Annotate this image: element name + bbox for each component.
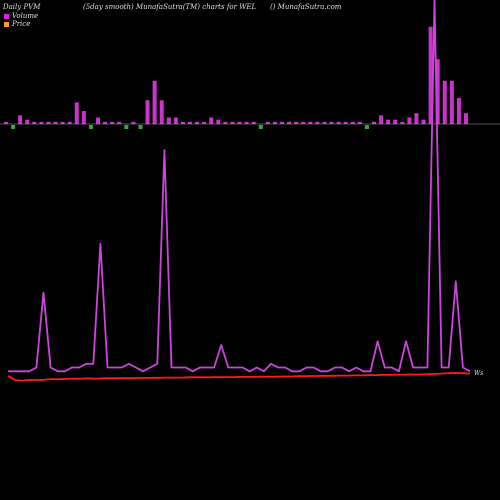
price-swatch — [3, 20, 10, 28]
volume-bar — [138, 125, 143, 129]
volume-bar — [244, 121, 249, 124]
volume-bar — [258, 125, 263, 129]
volume-bar — [329, 121, 334, 124]
volume-bar — [280, 121, 284, 124]
volume-bar — [39, 121, 44, 124]
volume-bar — [372, 121, 376, 124]
volume-bar — [11, 125, 16, 129]
volume-bar — [400, 121, 405, 124]
volume-bar — [166, 117, 171, 124]
volume-bar — [180, 121, 185, 124]
volume-bar — [442, 80, 447, 124]
volume-bar — [315, 121, 320, 124]
volume-bar — [117, 121, 122, 124]
volume-bar — [421, 119, 426, 124]
volume-bar — [435, 59, 440, 125]
legend-price-label: Price — [12, 20, 31, 28]
volume-bar — [209, 117, 214, 124]
volume-bar — [152, 80, 157, 124]
volume-bar — [25, 119, 30, 124]
volume-bar — [159, 100, 164, 124]
volume-bar — [456, 98, 461, 124]
volume-bar — [195, 121, 200, 124]
price-line — [7, 371, 471, 382]
volume-bar — [428, 26, 433, 124]
volume-bar — [364, 125, 369, 129]
chart-title: (5day smooth) MunafaSutra(TM) charts for… — [83, 3, 257, 11]
volume-bar — [4, 121, 8, 124]
volume-bar — [18, 115, 23, 124]
volume-bar — [32, 121, 37, 124]
volume-bar — [464, 113, 468, 124]
volume-bar — [449, 80, 454, 124]
volume-bar — [343, 121, 348, 124]
volume-bar — [188, 121, 192, 124]
volume-bar — [110, 121, 115, 124]
volume-bar — [131, 121, 136, 124]
volume-bar — [173, 117, 178, 124]
volume-bar — [414, 113, 419, 124]
volume-bar — [386, 119, 391, 124]
volume-bar — [251, 121, 256, 124]
volume-bar — [265, 121, 270, 124]
volume-bar — [308, 121, 313, 124]
volume-bar — [230, 121, 235, 124]
volume-bar — [407, 117, 412, 124]
volume-bar — [272, 121, 277, 124]
volume-bars — [4, 26, 468, 129]
legend-volume-label: Volume — [12, 12, 39, 20]
volume-bar — [379, 115, 384, 124]
volume-bar — [357, 121, 362, 124]
volume-swatch — [3, 12, 10, 20]
volume-bar — [216, 119, 221, 124]
volume-bar — [145, 100, 150, 124]
volume-bar — [294, 121, 299, 124]
legend-item-price: Price — [3, 20, 30, 28]
legend-item-volume: Volume — [3, 12, 38, 20]
volume-bar — [74, 102, 79, 124]
volume-bar — [350, 121, 355, 124]
volume-bar — [322, 121, 327, 124]
volume-bar — [223, 121, 228, 124]
volume-bar — [88, 125, 93, 129]
line-series — [7, 0, 471, 382]
volume-bar — [96, 117, 100, 124]
volume-bar — [336, 121, 341, 124]
volume-bar — [53, 121, 58, 124]
chart-type-label: Daily PVM — [3, 3, 41, 11]
volume-bar — [103, 121, 108, 124]
volume-bar — [81, 111, 86, 124]
volume-bar — [393, 119, 398, 124]
volume-line — [8, 0, 471, 373]
volume-bar — [46, 121, 51, 124]
volume-bar — [287, 121, 292, 124]
site-label: () MunafaSutra.com — [270, 3, 342, 11]
series-end-label: Ws — [474, 370, 484, 377]
volume-bar — [202, 121, 207, 124]
volume-bar — [60, 121, 65, 124]
volume-bar — [301, 121, 306, 124]
volume-bar — [124, 125, 129, 129]
volume-bar — [237, 121, 242, 124]
volume-bar — [67, 121, 72, 124]
